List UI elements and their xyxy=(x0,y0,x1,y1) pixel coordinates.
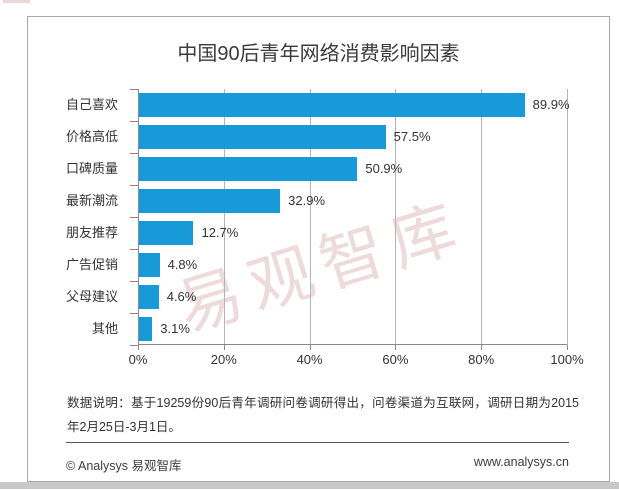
data-note: 数据说明：基于19259份90后青年调研问卷调研得出，问卷渠道为互联网，调研日期… xyxy=(67,396,579,434)
y-axis-tick xyxy=(130,345,138,346)
category-label: 价格高低 xyxy=(65,129,118,144)
footer: © Analysys 易观智库 www.analysys.cn xyxy=(66,455,569,474)
gridline xyxy=(395,89,397,345)
x-tick-label: 40% xyxy=(296,352,323,367)
gridline xyxy=(223,89,225,345)
category-label: 自己喜欢 xyxy=(65,97,118,112)
x-tick-label: 80% xyxy=(468,352,495,367)
window-bottom-edge xyxy=(0,482,619,489)
x-axis-tick xyxy=(395,345,397,350)
x-axis-line xyxy=(138,344,567,345)
bar xyxy=(139,221,194,245)
value-label: 12.7% xyxy=(201,225,239,240)
category-label: 最新潮流 xyxy=(65,193,118,208)
x-tick-label: 20% xyxy=(210,352,237,367)
y-axis-line xyxy=(138,89,139,345)
value-label: 4.8% xyxy=(167,257,198,272)
x-tick-label: 100% xyxy=(550,352,584,367)
y-axis-tick xyxy=(130,89,138,90)
bar xyxy=(139,189,281,213)
y-axis-tick xyxy=(130,313,138,314)
y-axis-tick xyxy=(130,153,138,154)
category-label: 朋友推荐 xyxy=(65,225,118,240)
category-label: 口碑质量 xyxy=(65,161,118,176)
copyright-text: © Analysys 易观智库 xyxy=(66,459,182,473)
bar xyxy=(139,125,386,149)
screenshot-edge-artifact xyxy=(3,0,30,3)
gridline xyxy=(567,89,568,345)
y-axis-tick xyxy=(130,185,138,186)
website-url: www.analysys.cn xyxy=(473,455,569,469)
gridline xyxy=(481,89,483,345)
x-tick-label: 60% xyxy=(382,352,409,367)
x-axis-tick xyxy=(309,345,311,350)
x-axis-tick xyxy=(567,345,568,350)
value-label: 3.1% xyxy=(160,321,190,336)
value-label: 32.9% xyxy=(288,193,326,208)
x-axis-tick xyxy=(138,345,139,350)
category-label: 父母建议 xyxy=(65,289,118,304)
gridline xyxy=(309,89,311,345)
category-label: 广告促销 xyxy=(65,257,118,272)
value-label: 89.9% xyxy=(532,97,570,112)
value-label: 4.6% xyxy=(166,289,197,304)
y-axis-tick xyxy=(130,121,138,122)
bar xyxy=(139,285,159,309)
bar xyxy=(139,253,160,277)
y-axis-tick xyxy=(130,281,138,282)
category-label: 其他 xyxy=(91,321,118,336)
bar xyxy=(139,157,358,181)
x-axis-tick xyxy=(223,345,225,350)
chart-frame: 中国90后青年网络消费影响因素 易观智库 自己喜欢 89.9% 价格高低 57.5% 口… xyxy=(27,16,610,482)
y-axis-tick xyxy=(130,217,138,218)
x-axis-tick xyxy=(481,345,483,350)
footer-divider xyxy=(66,442,569,443)
bar xyxy=(139,93,525,117)
plot-area: 自己喜欢 89.9% 价格高低 57.5% 口碑质量 50.9% 最新潮流 32.9% 朋友推荐… xyxy=(66,89,584,367)
value-label: 57.5% xyxy=(393,129,431,144)
bar xyxy=(139,317,153,341)
y-axis-tick xyxy=(130,249,138,250)
value-label: 50.9% xyxy=(365,161,403,176)
x-tick-label: 0% xyxy=(128,352,148,367)
chart-title: 中国90后青年网络消费影响因素 xyxy=(177,43,460,65)
